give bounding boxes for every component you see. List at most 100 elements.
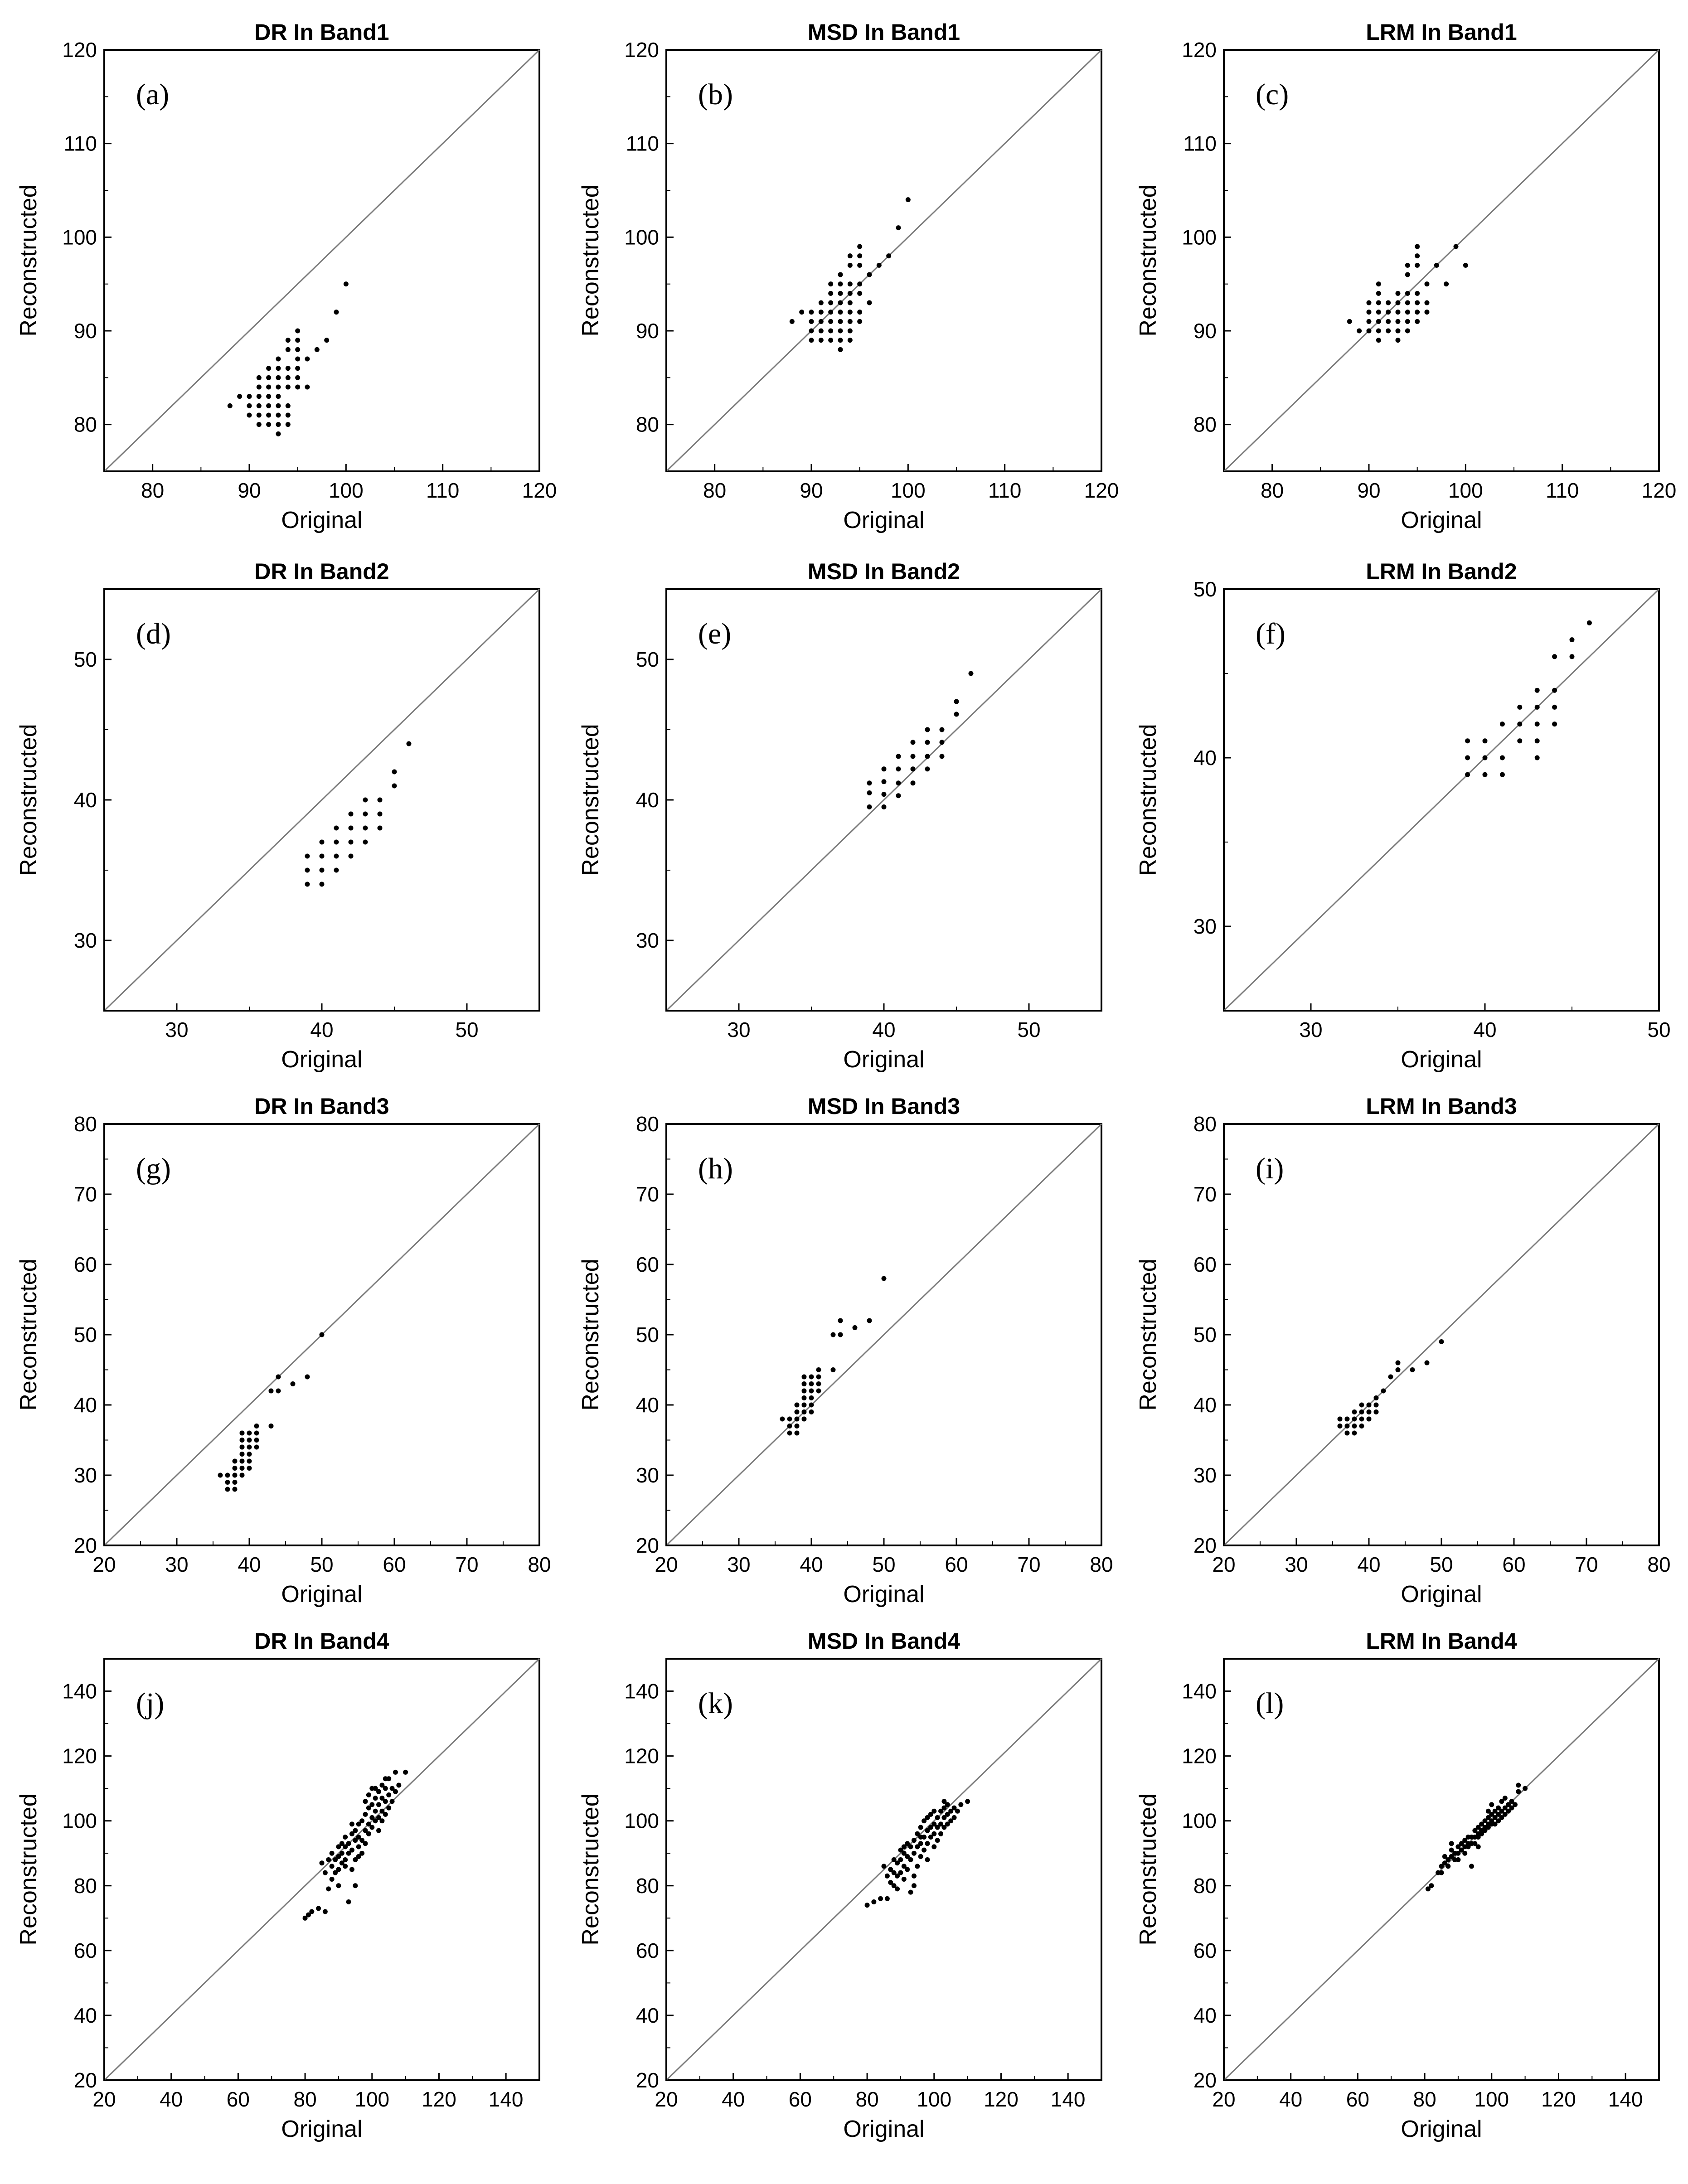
data-point: [1405, 328, 1410, 334]
data-point: [1442, 1860, 1447, 1866]
data-point: [406, 741, 412, 746]
data-point: [1366, 300, 1372, 305]
reference-line: [665, 588, 1102, 1012]
data-point: [218, 1472, 223, 1478]
data-point: [857, 262, 863, 268]
data-point: [1475, 1825, 1481, 1830]
data-point: [911, 1883, 917, 1889]
x-tick-label: 20: [92, 2087, 116, 2111]
data-point: [376, 1815, 382, 1821]
data-point: [891, 1883, 897, 1889]
data-point: [864, 1903, 870, 1908]
x-axis-label: Original: [1401, 2116, 1482, 2142]
y-tick-label: 80: [636, 413, 659, 436]
data-point: [336, 1854, 341, 1859]
x-tick-label: 40: [722, 2087, 745, 2111]
x-tick-label: 20: [92, 1553, 116, 1576]
x-tick-label: 60: [1502, 1553, 1525, 1576]
data-point: [922, 1847, 927, 1853]
x-tick-label: 80: [703, 479, 726, 502]
data-point: [356, 1844, 361, 1850]
data-point: [938, 1821, 944, 1827]
data-point: [356, 1821, 361, 1827]
data-point: [801, 1416, 807, 1422]
data-point: [954, 699, 959, 704]
data-point: [266, 422, 272, 427]
data-point: [1444, 281, 1449, 287]
data-point: [333, 1870, 338, 1875]
x-tick-label: 40: [1473, 1018, 1496, 1041]
data-point: [1552, 654, 1557, 659]
data-point: [366, 1805, 371, 1811]
data-point: [905, 1841, 910, 1846]
data-point: [941, 1815, 947, 1821]
data-point: [867, 790, 872, 795]
chart-title: MSD In Band4: [808, 1628, 960, 1654]
data-point: [910, 754, 916, 759]
y-axis-label: Reconstructed: [577, 1793, 604, 1945]
data-point: [925, 1841, 930, 1846]
y-tick-label: 40: [74, 788, 97, 812]
x-axis-label: Original: [843, 507, 924, 533]
data-point: [1381, 1388, 1386, 1394]
data-point: [828, 281, 834, 287]
data-point: [895, 1873, 900, 1879]
x-tick-label: 140: [1051, 2087, 1086, 2111]
chart-title: LRM In Band1: [1366, 19, 1517, 45]
data-point: [1463, 262, 1468, 268]
data-point: [922, 1818, 927, 1824]
data-point: [1395, 319, 1401, 324]
data-point: [915, 1844, 920, 1850]
data-point: [1509, 1799, 1514, 1804]
y-tick-label: 140: [62, 1680, 97, 1703]
data-point: [948, 1808, 954, 1814]
data-point: [1373, 1402, 1379, 1408]
data-point: [838, 1332, 843, 1337]
data-point: [359, 1850, 365, 1856]
x-axis-label: Original: [281, 1046, 362, 1073]
data-point: [309, 1909, 315, 1914]
data-point: [1453, 244, 1459, 249]
data-point: [1552, 688, 1557, 693]
chart-title: DR In Band2: [254, 559, 389, 584]
data-point: [377, 825, 383, 831]
data-point: [247, 403, 252, 408]
x-tick-label: 110: [1546, 479, 1579, 502]
data-point: [1499, 1815, 1504, 1821]
data-point: [256, 394, 262, 399]
data-point: [1337, 1416, 1343, 1422]
data-point: [915, 1831, 920, 1836]
data-point: [377, 797, 383, 803]
data-point: [1405, 272, 1410, 277]
x-tick-label: 50: [872, 1553, 895, 1576]
data-point: [939, 754, 945, 759]
reference-line: [665, 1123, 1102, 1546]
x-axis-label: Original: [281, 1581, 362, 1608]
data-point: [809, 1402, 814, 1408]
y-tick-label: 110: [1184, 132, 1217, 155]
data-point: [247, 1444, 252, 1450]
data-point: [828, 319, 834, 324]
data-point: [339, 1850, 344, 1856]
data-point: [794, 1409, 800, 1414]
y-tick-label: 80: [74, 1874, 97, 1898]
data-point: [346, 1850, 351, 1856]
data-point: [1516, 1789, 1521, 1794]
data-point: [276, 422, 281, 427]
data-point: [935, 1815, 940, 1821]
y-tick-label: 70: [1193, 1182, 1217, 1206]
data-point: [935, 1838, 940, 1843]
plot-frame: [665, 49, 1102, 472]
data-point: [336, 1883, 341, 1889]
data-point: [383, 1786, 388, 1791]
data-point: [925, 727, 930, 732]
x-axis-label: Original: [1401, 1046, 1482, 1073]
data-point: [376, 1802, 382, 1807]
data-point: [349, 1821, 354, 1827]
y-tick-label: 50: [1193, 1323, 1217, 1346]
data-point: [1492, 1815, 1498, 1821]
data-point: [910, 766, 916, 772]
data-point: [1415, 310, 1420, 315]
data-point: [369, 1786, 375, 1791]
y-tick-label: 50: [636, 1323, 659, 1346]
